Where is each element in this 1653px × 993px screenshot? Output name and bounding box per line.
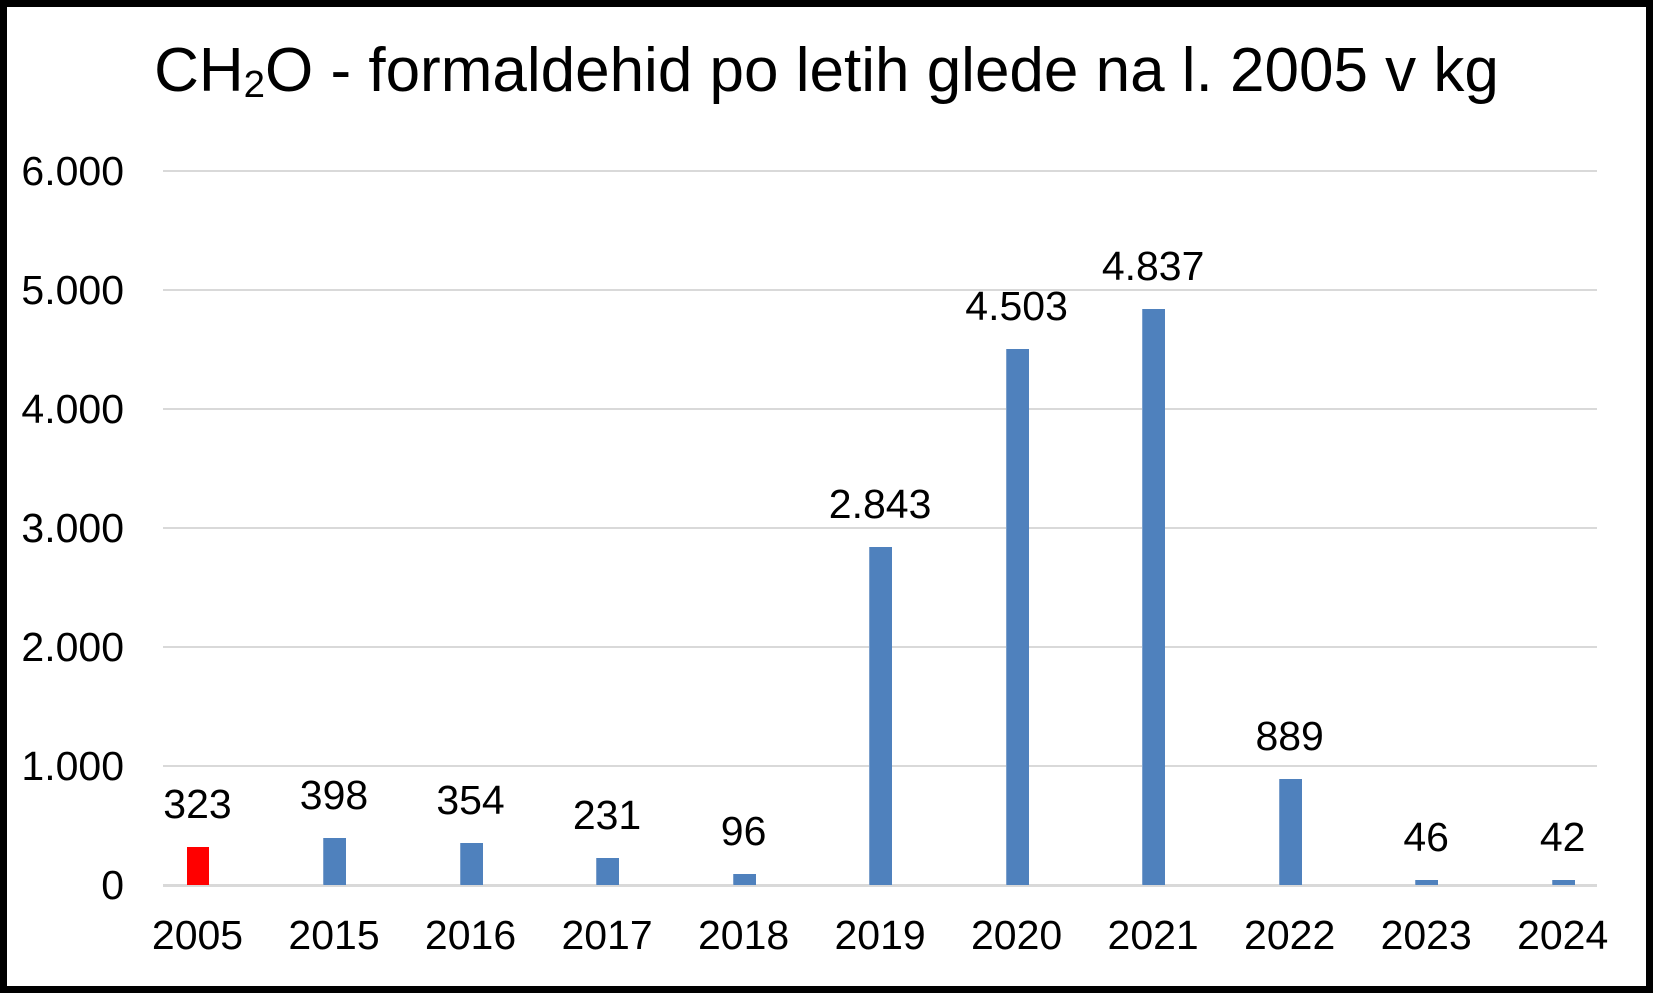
bar-value-label-2019: 2.843	[828, 480, 932, 527]
x-axis-tick-label-2015: 2015	[288, 912, 380, 958]
gridline	[163, 289, 1597, 291]
gridline	[163, 408, 1597, 410]
y-axis-tick-label: 6.000	[21, 148, 124, 194]
bar-2019	[869, 546, 893, 885]
bar-value-label-2020: 4.503	[965, 283, 1068, 330]
y-axis-tick-label: 4.000	[21, 386, 124, 432]
y-axis-tick-label: 0	[101, 862, 124, 908]
bar-2016	[459, 842, 483, 885]
x-axis-tick-label-2024: 2024	[1517, 912, 1609, 958]
x-axis-tick-label-2023: 2023	[1380, 912, 1472, 958]
y-axis-tick-label: 2.000	[21, 624, 124, 670]
y-axis-tick-label: 5.000	[21, 267, 124, 313]
x-axis-tick-label-2019: 2019	[834, 912, 926, 958]
bar-2024	[1551, 880, 1575, 885]
bar-value-label-2016: 354	[436, 776, 505, 823]
bar-2021	[1142, 309, 1166, 885]
chart-title-suffix: O - formaldehid po letih glede na l. 200…	[265, 36, 1499, 105]
x-axis-tick-label-2005: 2005	[151, 912, 244, 958]
bar-2023	[1415, 879, 1439, 885]
bar-2017	[596, 857, 620, 885]
bar-value-label-2018: 96	[720, 807, 767, 854]
bar-2022	[1278, 779, 1302, 885]
x-axis-tick-label-2020: 2020	[971, 912, 1063, 958]
x-axis-tick-label-2017: 2017	[561, 912, 653, 958]
x-axis-tick-label-2018: 2018	[697, 912, 790, 958]
chart-title-prefix: CH	[154, 36, 244, 105]
bar-value-label-2022: 889	[1255, 713, 1324, 760]
bar-value-label-2015: 398	[299, 771, 369, 818]
x-axis-tick-label-2016: 2016	[424, 912, 517, 958]
y-axis-tick-label: 1.000	[21, 743, 124, 789]
bar-value-label-2024: 42	[1539, 814, 1586, 861]
x-axis-tick-label-2021: 2021	[1107, 912, 1199, 958]
gridline	[163, 527, 1597, 529]
bar-value-label-2017: 231	[572, 791, 642, 838]
x-axis-line	[163, 884, 1597, 887]
x-axis-tick-label-2022: 2022	[1244, 912, 1336, 958]
bar-value-label-2021: 4.837	[1101, 243, 1205, 290]
y-axis-tick-label: 3.000	[21, 505, 124, 551]
bar-2020	[1005, 349, 1029, 885]
chart-title: CH2O - formaldehid po letih glede na l. …	[0, 34, 1653, 122]
gridline	[163, 170, 1597, 172]
bar-2018	[732, 873, 756, 885]
bar-value-label-2023: 46	[1403, 813, 1449, 860]
bar-2015	[323, 837, 347, 885]
chart-title-subscript: 2	[243, 63, 266, 107]
bar-2005	[186, 846, 209, 885]
plot-area: 0 1.000 2.000 3.000 4.000 5.000 6.000 323 398 354…	[21, 148, 1597, 908]
bar-value-label-2005: 323	[163, 780, 232, 827]
